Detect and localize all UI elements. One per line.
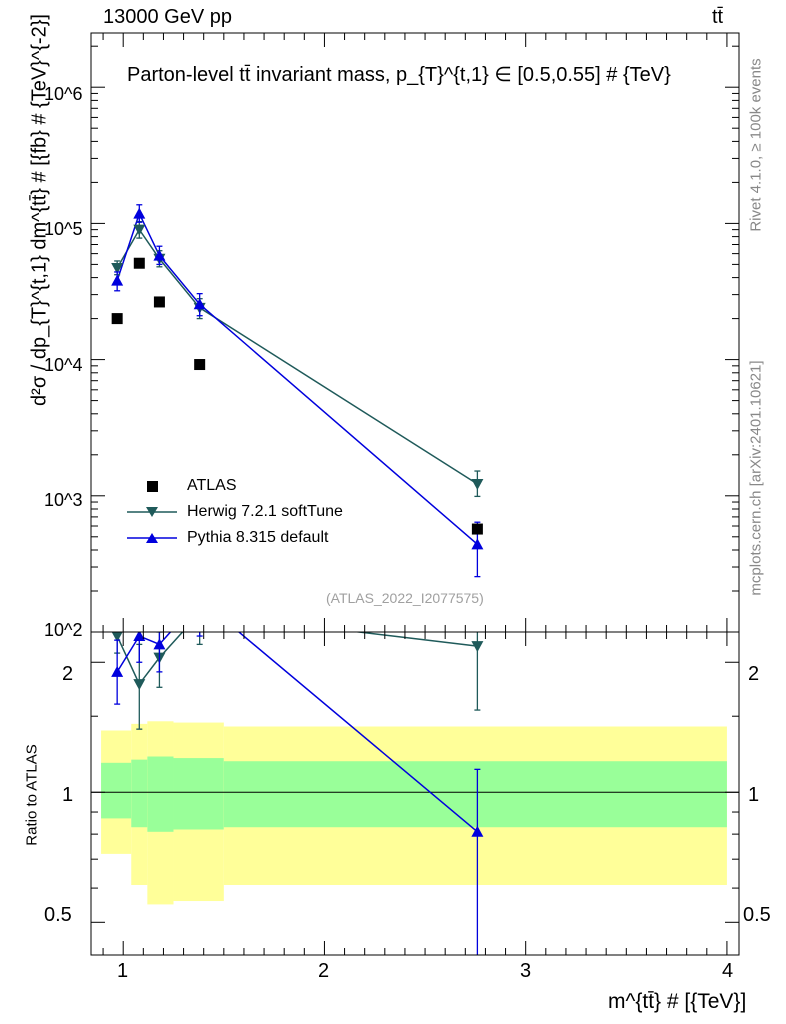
herwig-line bbox=[116, 228, 478, 485]
main-series-markers bbox=[111, 204, 484, 578]
herwig-point bbox=[471, 479, 484, 491]
legend-herwig-label: Herwig 7.2.1 softTune bbox=[187, 503, 343, 520]
atlas-point bbox=[194, 359, 206, 371]
ratio-herwig-point bbox=[133, 679, 146, 691]
atlas-point bbox=[153, 296, 165, 308]
ratio-uncertainty-bands bbox=[101, 721, 727, 905]
xtick-label: 2 bbox=[318, 960, 330, 982]
atlas-point bbox=[471, 523, 483, 535]
main-series-lines bbox=[116, 211, 478, 545]
process-label: tt̄ bbox=[712, 6, 724, 28]
ratio-plot-frame bbox=[90, 631, 740, 956]
legend-atlas-label: ATLAS bbox=[187, 477, 237, 494]
ratio-ytick-label-right: 0.5 bbox=[743, 904, 771, 926]
mcplots-label: mcplots.cern.ch [arXiv:2401.10621] bbox=[747, 360, 765, 596]
main-ytick-label: 10^4 bbox=[44, 355, 83, 375]
collision-energy-label: 13000 GeV pp bbox=[103, 6, 232, 28]
ratio-herwig-point bbox=[111, 632, 123, 643]
ratio-ylabel: Ratio to ATLAS bbox=[23, 744, 41, 846]
herwig-point bbox=[133, 224, 146, 236]
pythia-point bbox=[133, 207, 146, 219]
ratio-series-markers bbox=[111, 593, 484, 955]
ratio-pythia-point bbox=[133, 632, 146, 642]
atlas-point bbox=[133, 257, 145, 269]
legend-pythia-label: Pythia 8.315 default bbox=[187, 529, 329, 546]
ratio-band-green bbox=[101, 762, 132, 819]
pythia-point bbox=[111, 274, 124, 286]
ratio-ytick-label-right: 1 bbox=[748, 784, 760, 806]
analysis-watermark: (ATLAS_2022_I2077575) bbox=[326, 590, 484, 606]
ratio-herwig-line bbox=[116, 632, 478, 686]
pythia-line bbox=[116, 211, 478, 545]
legend bbox=[127, 481, 177, 543]
ratio-ytick-label-right: 2 bbox=[748, 663, 760, 685]
ratio-pythia-point bbox=[111, 665, 124, 677]
ratio-band-green bbox=[147, 756, 174, 832]
pythia-point bbox=[153, 249, 166, 261]
ratio-herwig-point bbox=[194, 608, 206, 619]
ratio-ytick-label-left: 0.5 bbox=[44, 904, 72, 926]
ratio-band-green bbox=[173, 758, 224, 830]
xtick-label: 4 bbox=[722, 960, 734, 982]
ratio-pythia-point bbox=[471, 825, 484, 837]
rivet-version-label: Rivet 4.1.0, ≥ 100k events bbox=[747, 58, 765, 232]
ratio-band-green bbox=[131, 759, 148, 828]
pythia-point bbox=[193, 298, 206, 310]
axis-ticks bbox=[91, 33, 739, 955]
herwig-point bbox=[111, 263, 124, 275]
plot-title-text: Parton-level tt̄ invariant mass, p_{T}^{… bbox=[127, 64, 671, 86]
main-ytick-label: 10^5 bbox=[44, 219, 83, 239]
ratio-band-green bbox=[223, 761, 727, 828]
ratio-pythia-point bbox=[194, 593, 206, 604]
main-ytick-label: 10^6 bbox=[44, 84, 83, 104]
xlabel: m^{tt̄} # [{TeV}] bbox=[608, 990, 747, 1013]
xtick-label: 3 bbox=[520, 960, 532, 982]
legend-pythia-marker bbox=[146, 533, 158, 543]
xtick-label: 1 bbox=[117, 960, 129, 982]
main-ylabel: d²σ / dp_{T}^{t,1} dm^{tt̄} # [{fb} # {T… bbox=[28, 14, 51, 406]
ratio-herwig-point bbox=[471, 641, 484, 653]
legend-herwig-marker bbox=[146, 507, 158, 517]
ratio-ytick-label-left: 2 bbox=[62, 663, 74, 685]
legend-atlas-marker bbox=[147, 481, 158, 492]
pythia-point bbox=[471, 538, 484, 550]
atlas-point bbox=[111, 313, 123, 325]
plot-title: Parton-level tt̄ invariant mass, p_{T}^{… bbox=[127, 62, 671, 87]
ratio-pythia-point bbox=[153, 638, 166, 650]
main-ytick-label: 10^2 bbox=[44, 620, 83, 640]
ratio-ytick-label-left: 1 bbox=[62, 784, 74, 806]
main-ytick-label: 10^3 bbox=[44, 490, 83, 510]
